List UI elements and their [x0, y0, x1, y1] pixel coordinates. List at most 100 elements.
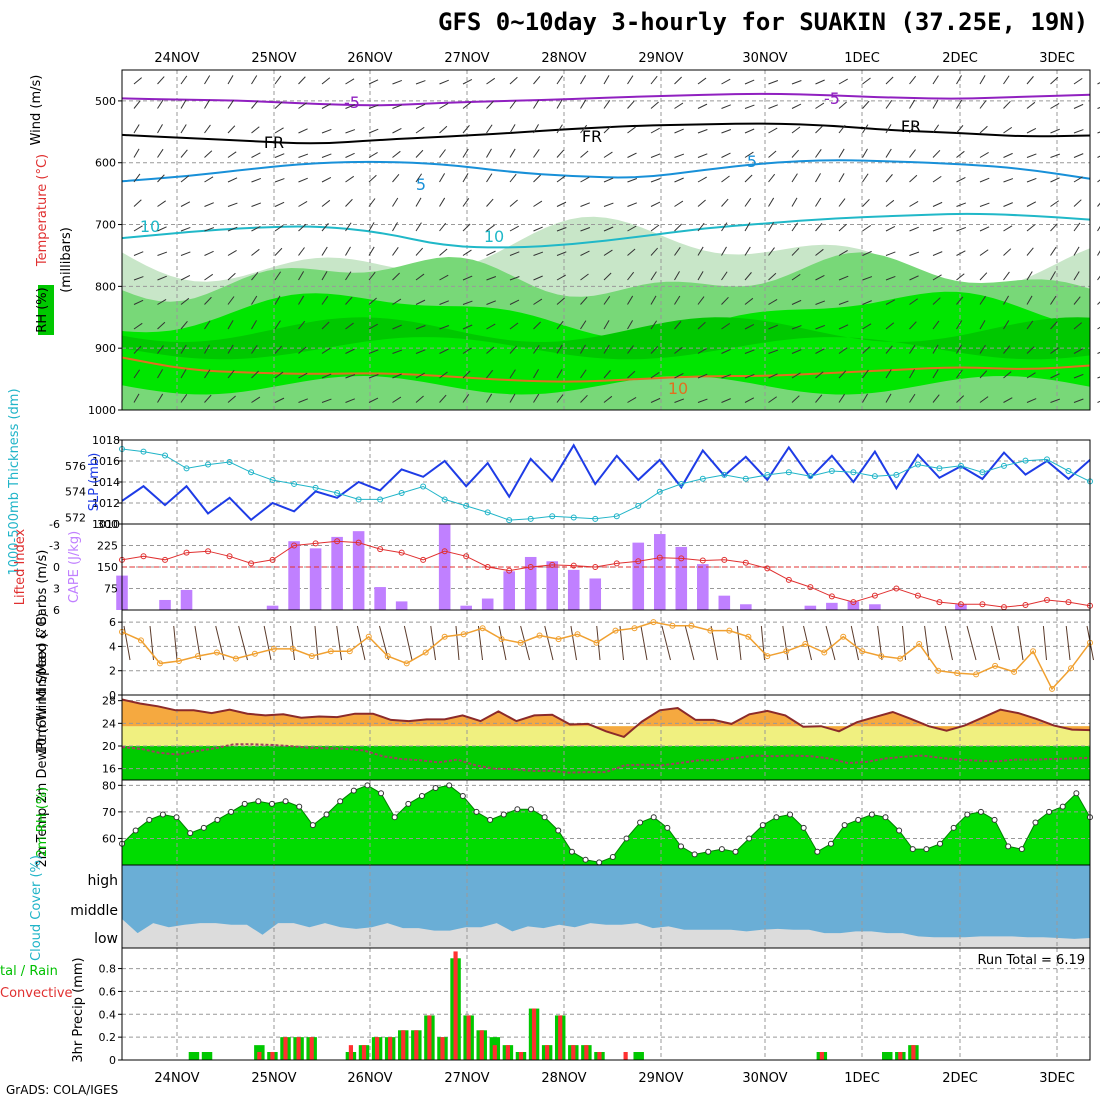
- wind-barb-icon: [274, 153, 285, 158]
- wind-barb-icon: [956, 226, 967, 232]
- precip-panel: 0 0.2 0.4 0.6 0.8 Run Total = 6.19 tal / Rain C…: [0, 948, 1090, 1067]
- wind-barb-icon: [697, 222, 705, 232]
- wind-barb-icon: [815, 274, 825, 281]
- thickness-point: [1022, 457, 1029, 464]
- cloud-level-label: middle: [70, 903, 118, 919]
- y-tick-label: 600: [95, 157, 116, 170]
- wind-barb-icon: [815, 102, 825, 109]
- cape-bar: [331, 536, 343, 610]
- thickness-point: [678, 480, 685, 487]
- wind-barb-icon: [768, 197, 775, 207]
- wind-barb-icon: [509, 345, 518, 354]
- y-tick-label: 28: [102, 695, 116, 708]
- wind-barb-icon: [274, 295, 281, 305]
- wind-barb-icon: [133, 100, 141, 109]
- wind-barb-icon: [956, 320, 963, 330]
- wind-axis-label: 10m Wind Speed & Barbs (m/s): [35, 550, 50, 755]
- wind-speed-point: [916, 641, 923, 647]
- wind-barb-icon: [956, 75, 962, 85]
- wind-barb-icon: [227, 151, 237, 158]
- wind-barb-icon: [556, 369, 563, 379]
- wind-barb-icon: [415, 197, 422, 207]
- rh2m-point: [364, 782, 371, 789]
- wind-speed-point: [764, 653, 771, 660]
- contour-label: 10: [484, 227, 504, 246]
- wind-barb-icon: [932, 124, 940, 134]
- wind-barb-icon: [815, 348, 825, 354]
- wind-barb-icon: [838, 347, 848, 354]
- wind-barb-icon: [157, 200, 166, 207]
- wind-barb-icon: [979, 344, 986, 354]
- wind-barb-icon: [133, 199, 142, 207]
- precip-total-bar: [633, 1052, 644, 1060]
- wind-barb-icon: [556, 320, 564, 330]
- wind-barb-icon: [321, 296, 329, 305]
- wind-barb-icon: [979, 370, 988, 379]
- precip-convective-bar: [505, 1045, 510, 1060]
- wind-barb-icon: [403, 625, 413, 661]
- wind-barb-icon: [838, 173, 845, 183]
- wind-barb-icon: [721, 322, 731, 330]
- wind-barb-icon: [791, 325, 802, 330]
- wind-barb-icon: [979, 272, 988, 281]
- wind-speed-point: [574, 631, 581, 638]
- wind-barb-icon: [1097, 376, 1100, 379]
- rh2m-point: [746, 835, 753, 842]
- thickness-point: [570, 514, 577, 521]
- wind-barb-icon: [368, 374, 379, 379]
- rh2m-point: [787, 811, 794, 818]
- contour-label: 5: [747, 152, 757, 171]
- wind-barb-icon: [462, 394, 470, 403]
- wind-barb-icon: [956, 273, 965, 281]
- li-point: [1043, 596, 1050, 603]
- wind-barb-icon: [885, 369, 892, 379]
- wind-speed-point: [688, 622, 695, 629]
- wind-barb-icon: [603, 125, 612, 134]
- wind-barb-icon: [180, 321, 188, 330]
- wind-barb-icon: [627, 271, 635, 281]
- wind-speed-point: [498, 636, 505, 643]
- wind-barb-icon: [791, 247, 800, 256]
- upper-air-rh-label: RH (%): [35, 287, 50, 332]
- wind-barb-icon: [415, 325, 426, 330]
- wind-barb-icon: [274, 178, 285, 183]
- cape-bar: [266, 605, 279, 610]
- li-point: [398, 549, 405, 556]
- precip-convective-bar: [518, 1052, 524, 1060]
- wind-barb-icon: [251, 75, 258, 85]
- precip-convective-bar: [597, 1052, 602, 1060]
- wind-barb-icon: [439, 325, 450, 330]
- date-label-bottom: 27NOV: [444, 1071, 489, 1086]
- wind-speed-point: [137, 637, 144, 644]
- rh2m-point: [405, 800, 412, 807]
- rh2m-point: [664, 824, 671, 831]
- wind-barb-icon: [430, 625, 436, 661]
- wind-barb-icon: [697, 199, 706, 207]
- wind-barb-icon: [909, 226, 919, 232]
- wind-barb-icon: [650, 295, 657, 305]
- precip-convective-bar: [388, 1037, 393, 1060]
- cape-bar: [524, 556, 537, 610]
- wind-barb-icon: [298, 346, 307, 354]
- wind-barb-icon: [204, 394, 212, 403]
- wind-barb-icon: [627, 345, 634, 354]
- wind-barb-icon: [274, 75, 282, 85]
- wind-barb-icon: [173, 625, 178, 661]
- y-tick-label: 1016: [92, 455, 120, 468]
- wind-barb-icon: [674, 271, 680, 281]
- wind-barb-icon: [227, 320, 234, 330]
- li-point: [355, 539, 362, 546]
- wind-barb-icon: [368, 222, 375, 232]
- wind-barb-icon: [768, 349, 779, 354]
- rh2m-point: [909, 846, 916, 853]
- li-point: [1022, 601, 1029, 608]
- date-label-bottom: 24NOV: [154, 1071, 199, 1086]
- thickness-point: [807, 473, 814, 480]
- wind-barb-icon: [486, 276, 497, 281]
- rh2m-point: [1059, 803, 1066, 810]
- wind-barb-icon: [603, 226, 614, 232]
- date-label-bottom: 28NOV: [541, 1071, 586, 1086]
- rh2m-point: [596, 859, 603, 866]
- precip-convective-bar: [296, 1037, 301, 1060]
- wind-speed-point: [593, 639, 600, 646]
